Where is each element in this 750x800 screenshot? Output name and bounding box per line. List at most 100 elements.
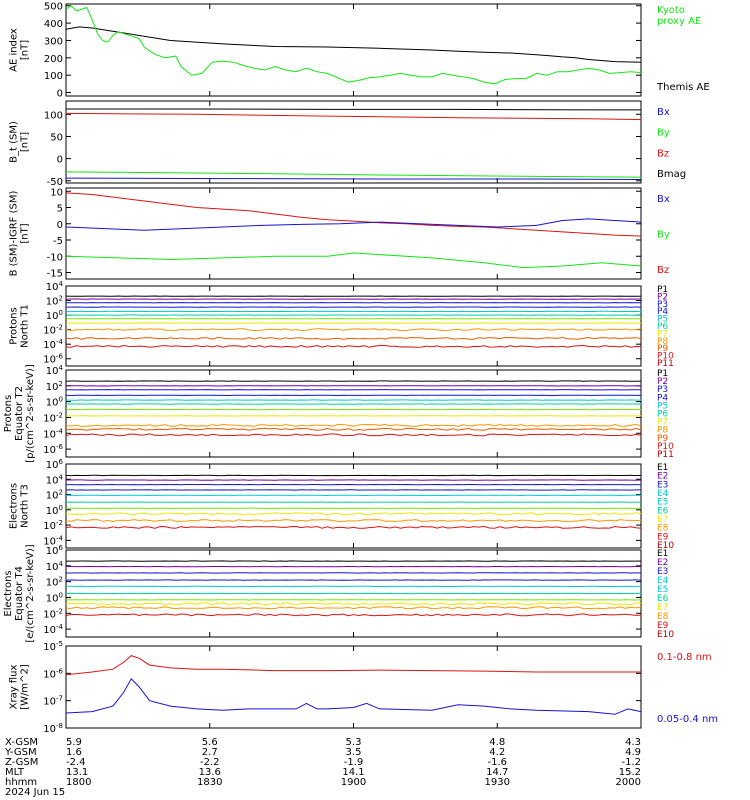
legend-entry: E4	[657, 576, 669, 586]
ephemeris-value: 4.9	[625, 747, 641, 758]
y-tick-label: 10-8	[43, 722, 63, 735]
series-line	[65, 112, 642, 121]
legend-entry: E9	[657, 621, 669, 631]
legend-entry: E6	[657, 594, 669, 604]
y-axis-label-line: B_t (SM)	[9, 121, 20, 163]
ephemeris-value: 1930	[485, 777, 510, 788]
legend-entry: Kyoto	[657, 5, 685, 16]
y-tick-label: 104	[46, 473, 64, 486]
y-tick-label: 500	[44, 2, 63, 13]
legend-entry: P6	[657, 410, 668, 420]
flux-line	[65, 602, 641, 606]
series-line	[65, 677, 642, 715]
legend-entry: By	[657, 230, 670, 241]
y-tick-label: 106	[46, 544, 64, 557]
y-axis-label: Protons North T1	[9, 304, 31, 348]
y-axis-label-line: Electrons	[3, 570, 14, 616]
y-tick-label: 102	[46, 576, 63, 589]
legend-entry: E7	[657, 515, 668, 525]
y-axis-label: Xray flux [W/m^2]	[9, 664, 31, 710]
legend-entry: P2	[657, 377, 668, 387]
legend-entry: P7	[657, 418, 668, 428]
y-axis-label-line: Protons	[9, 307, 20, 344]
legend-entry: 0.05-0.4 nm	[657, 714, 718, 725]
y-axis-label-line: [nT]	[20, 223, 31, 243]
y-tick-label: 100	[46, 504, 63, 517]
y-tick-label: 10-4	[43, 338, 63, 351]
legend-entry: E9	[657, 532, 669, 542]
legend-entry: Bmag	[657, 169, 686, 180]
legend-entry: Bx	[657, 107, 670, 118]
legend-entry: E3	[657, 567, 668, 577]
y-tick-label: -10	[47, 252, 63, 263]
y-tick-label: 10-2	[43, 519, 63, 532]
y-tick-label: 0	[57, 220, 63, 231]
y-tick-label: 10-5	[43, 640, 63, 653]
flux-line	[65, 525, 642, 529]
ephemeris-value: -2.4	[66, 757, 86, 768]
y-axis-label-line: [e/(cm^2-s-sr-keV)]	[25, 544, 36, 642]
y-tick-label: -5	[53, 236, 63, 247]
series-line	[65, 171, 642, 178]
legend-entry: P8	[657, 426, 668, 436]
y-tick-label: 10-7	[43, 695, 63, 708]
y-axis-label: B (SM)-IGRF (SM) [nT]	[9, 191, 31, 277]
flux-line	[65, 519, 642, 523]
ephemeris-value: 13.1	[66, 767, 88, 778]
legend-entry: E5	[657, 585, 668, 595]
y-axis-label: Electrons Equator T4 [e/(cm^2-s-sr-keV)]	[3, 544, 36, 642]
y-tick-label: 100	[46, 591, 63, 604]
panel-frame	[65, 645, 642, 729]
y-tick-label: 200	[44, 54, 63, 65]
legend-entry: proxy AE	[657, 16, 701, 27]
panel-frame	[65, 463, 642, 549]
ephemeris-value: -1.6	[487, 757, 507, 768]
series-line	[65, 655, 641, 676]
series-line	[65, 26, 642, 63]
ephemeris-value: 1800	[66, 777, 91, 788]
legend-entry: E4	[657, 489, 669, 499]
y-axis-label-line: [nT]	[20, 40, 31, 60]
y-tick-label: 10-4	[43, 623, 63, 636]
y-tick-label: 100	[44, 71, 63, 82]
legend-entry: Bz	[657, 265, 669, 276]
y-axis-label-line: Xray flux	[9, 665, 20, 710]
series-line	[65, 218, 642, 231]
ephemeris-value: 4.3	[625, 737, 641, 748]
flux-line	[65, 613, 642, 617]
series-line	[65, 192, 642, 237]
y-axis-label: B_t (SM) [nT]	[9, 121, 31, 163]
ephemeris-value: 1900	[341, 777, 366, 788]
y-tick-label: -15	[47, 269, 63, 280]
y-tick-label: 0	[57, 89, 63, 100]
legend-entry: P11	[657, 359, 674, 369]
legend-entry: P4	[657, 393, 668, 403]
ephemeris-value: 5.3	[346, 737, 362, 748]
y-tick-label: 50	[50, 132, 63, 143]
legend-entry: E10	[657, 630, 674, 640]
legend-entry: E7	[657, 603, 668, 613]
legend-entry: Themis AE	[656, 82, 710, 93]
flux-line	[65, 427, 642, 431]
series-line	[65, 177, 642, 180]
y-tick-label: 104	[46, 280, 64, 293]
legend-entry: P5	[657, 315, 668, 325]
ephemeris-value: 4.8	[489, 737, 505, 748]
legend-entry: E6	[657, 506, 669, 516]
y-tick-label: 10-2	[43, 411, 63, 424]
panel-frame	[65, 3, 642, 97]
ephemeris-value: 2.7	[202, 747, 218, 758]
legend-entry: P10	[657, 352, 674, 362]
y-tick-label: 0	[57, 155, 63, 166]
y-tick-label: 104	[46, 560, 64, 573]
ephemeris-value: 14.1	[342, 767, 364, 778]
ephemeris-row-label: MLT	[5, 767, 25, 778]
flux-line	[65, 423, 642, 427]
ephemeris-value: -1.2	[621, 757, 641, 768]
legend-entry: Bz	[657, 148, 669, 159]
y-axis-label-line: [W/m^2]	[20, 664, 31, 710]
y-axis-label-line: [nT]	[20, 132, 31, 152]
y-tick-label: 106	[46, 458, 64, 471]
series-line	[65, 252, 642, 269]
